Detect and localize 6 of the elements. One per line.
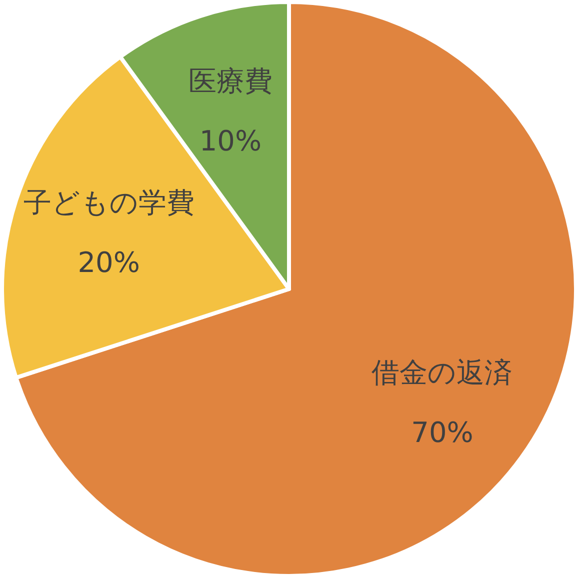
slice-label: 医療費: [188, 64, 272, 98]
data-label: 20%: [78, 246, 140, 279]
slice-label: 借金の返済: [372, 356, 513, 389]
data-label: 70%: [411, 416, 474, 449]
data-label: 10%: [199, 124, 262, 158]
slice-label: 子どもの学費: [23, 186, 194, 219]
